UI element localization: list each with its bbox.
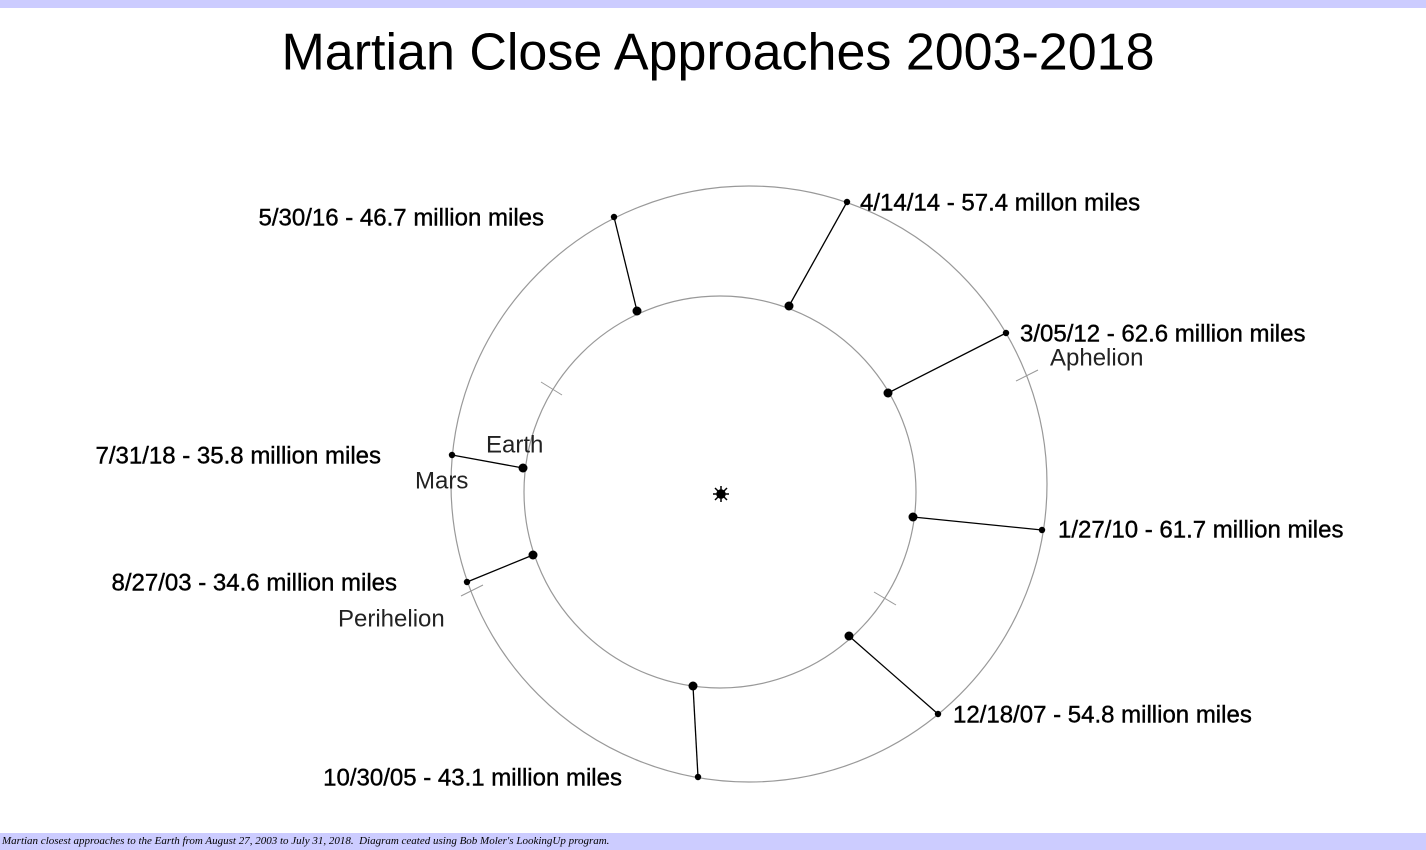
mars-position bbox=[843, 198, 851, 206]
sun bbox=[713, 486, 729, 502]
earth-orbit bbox=[523, 295, 917, 689]
mars-orbit bbox=[450, 185, 1048, 783]
approach-label: 1/27/10 - 61.7 million miles bbox=[1058, 516, 1343, 543]
mars-position bbox=[1002, 329, 1010, 337]
top-band bbox=[0, 0, 1426, 8]
caption: Martian closest approaches to the Earth … bbox=[0, 833, 1426, 850]
approach-label: 5/30/16 - 46.7 million miles bbox=[259, 204, 544, 231]
approach-line bbox=[887, 332, 1007, 394]
earth-position bbox=[908, 512, 918, 522]
mars-label: Mars bbox=[415, 467, 468, 494]
earth-position bbox=[784, 301, 794, 311]
approach-line bbox=[451, 454, 524, 469]
perihelion-label: Perihelion bbox=[338, 605, 445, 632]
approach-label: 10/30/05 - 43.1 million miles bbox=[323, 764, 622, 791]
approach-label: 7/31/18 - 35.8 million miles bbox=[96, 442, 381, 469]
earth-label: Earth bbox=[486, 431, 543, 458]
approach-line bbox=[848, 635, 939, 715]
earth-position bbox=[844, 631, 854, 641]
mars-position bbox=[694, 773, 702, 781]
approach-line bbox=[466, 554, 534, 583]
title: Martian Close Approaches 2003-2018 bbox=[281, 24, 1154, 82]
earth-position bbox=[883, 388, 893, 398]
approach-line bbox=[692, 685, 699, 778]
aphelion-tick bbox=[1015, 369, 1039, 382]
mars-position bbox=[934, 710, 942, 718]
orbit-tick bbox=[540, 381, 563, 396]
approach-line bbox=[788, 201, 848, 307]
mars-position bbox=[610, 213, 618, 221]
approach-line bbox=[912, 516, 1043, 531]
perihelion-tick bbox=[460, 584, 484, 597]
orbit-tick bbox=[873, 591, 897, 606]
earth-position bbox=[688, 681, 698, 691]
mars-position bbox=[463, 578, 471, 586]
earth-position bbox=[632, 306, 642, 316]
approach-label: 8/27/03 - 34.6 million miles bbox=[112, 569, 397, 596]
approach-label: 12/18/07 - 54.8 million miles bbox=[953, 701, 1252, 728]
earth-position bbox=[528, 550, 538, 560]
approach-label: 4/14/14 - 57.4 millon miles bbox=[860, 189, 1140, 216]
aphelion-label: Aphelion bbox=[1050, 344, 1143, 371]
approach-label: 3/05/12 - 62.6 million miles bbox=[1020, 320, 1305, 347]
mars-position bbox=[448, 451, 456, 459]
mars-position bbox=[1038, 526, 1046, 534]
earth-position bbox=[518, 463, 528, 473]
approach-line bbox=[613, 216, 638, 312]
